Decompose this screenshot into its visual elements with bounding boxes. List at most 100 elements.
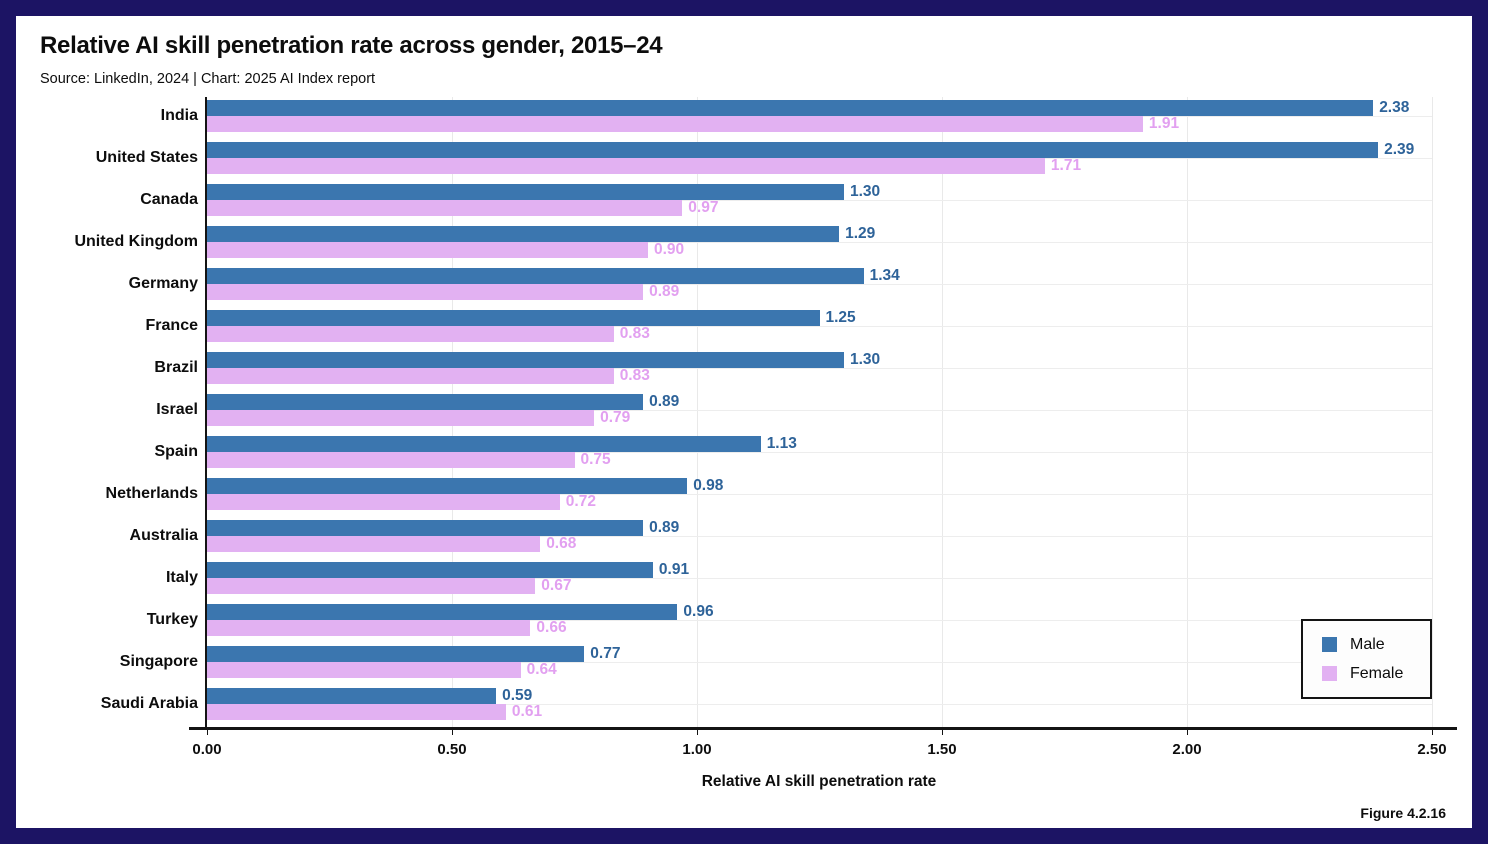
x-tick-mark: [207, 727, 208, 735]
male-bar: 1.25: [207, 309, 856, 326]
female-value-label: 0.97: [688, 199, 719, 216]
y-gridline: [207, 200, 1432, 201]
bar-group-singapore: Singapore 0.77 0.64: [120, 643, 1432, 685]
female-value-label: 0.64: [526, 661, 557, 678]
x-tick-mark: [942, 727, 943, 735]
legend-entry-female: Female: [1322, 665, 1430, 683]
male-value-label: 1.29: [845, 225, 876, 242]
bar-group-united-states: United States 2.39 1.71: [96, 139, 1432, 181]
category-label: Canada: [140, 191, 198, 208]
legend-entry-male: Male: [1322, 636, 1430, 654]
female-bar: 0.68: [207, 535, 576, 552]
male-value-label: 0.96: [683, 603, 714, 620]
y-gridline: [207, 242, 1432, 243]
figure-number: Figure 4.2.16: [1360, 805, 1446, 821]
category-label: Italy: [165, 569, 198, 586]
x-gridline: [1432, 97, 1433, 727]
female-value-label: 0.89: [649, 283, 680, 300]
female-bar: 1.91: [207, 115, 1179, 132]
x-tick-mark: [452, 727, 453, 735]
x-tick-label: 0.00: [192, 741, 222, 758]
female-bar: 1.71: [207, 157, 1081, 174]
x-tick-label: 2.50: [1417, 741, 1447, 758]
bar-group-brazil: Brazil 1.30 0.83: [154, 349, 1432, 391]
y-gridline: [207, 368, 1432, 369]
bar-group-turkey: Turkey 0.96 0.66: [147, 601, 1432, 643]
male-bar: 1.34: [207, 267, 900, 284]
x-axis-line: [189, 727, 1457, 730]
male-value-label: 0.59: [502, 687, 533, 704]
female-bar: 0.64: [207, 661, 557, 678]
male-value-label: 0.98: [693, 477, 724, 494]
male-bar: 0.96: [207, 603, 714, 620]
category-label: Australia: [129, 527, 198, 544]
male-bar: 0.77: [207, 645, 620, 662]
bar-group-saudi-arabia: Saudi Arabia 0.59 0.61: [101, 685, 1432, 727]
y-gridline: [207, 662, 1432, 663]
bar-group-italy: Italy 0.91 0.67: [166, 559, 1432, 601]
female-bar: 0.79: [207, 409, 630, 426]
x-gridline: [942, 97, 943, 727]
female-value-label: 0.90: [654, 241, 685, 258]
male-value-label: 0.89: [649, 393, 680, 410]
bar-group-germany: Germany 1.34 0.89: [129, 265, 1432, 307]
bar-group-france: France 1.25 0.83: [146, 307, 1432, 349]
chart-source: Source: LinkedIn, 2024 | Chart: 2025 AI …: [40, 71, 376, 87]
y-gridline: [207, 284, 1432, 285]
x-gridline: [697, 97, 698, 727]
female-bar: 0.97: [207, 199, 718, 216]
male-value-label: 0.91: [658, 561, 690, 578]
female-bar: 0.61: [207, 703, 542, 720]
y-gridline: [207, 578, 1432, 579]
female-value-label: 0.61: [511, 703, 543, 720]
female-value-label: 0.79: [600, 409, 631, 426]
category-label: India: [160, 107, 198, 124]
category-label: Turkey: [146, 611, 198, 628]
male-bar: 0.89: [207, 519, 679, 536]
category-label: France: [145, 317, 198, 334]
male-bar: 0.98: [207, 477, 723, 494]
male-bar: 1.30: [207, 183, 880, 200]
x-tick-label: 2.00: [1172, 741, 1202, 758]
male-value-label: 0.89: [649, 519, 680, 536]
x-tick-label: 1.50: [927, 741, 957, 758]
legend-label: Male: [1350, 635, 1385, 653]
female-bar: 0.90: [207, 241, 684, 258]
male-value-label: 1.30: [850, 351, 881, 368]
bar-group-india: India 2.38 1.91: [161, 97, 1432, 139]
category-label: Saudi Arabia: [100, 695, 198, 712]
male-bar: 2.39: [207, 141, 1414, 158]
male-value-label: 2.38: [1379, 99, 1410, 116]
male-value-label: 1.25: [825, 309, 856, 326]
male-value-label: 1.34: [869, 267, 900, 284]
male-swatch: [1322, 637, 1337, 652]
x-tick-mark: [697, 727, 698, 735]
y-gridline: [207, 326, 1432, 327]
chart-title: Relative AI skill penetration rate acros…: [40, 32, 663, 59]
female-bar: 0.75: [207, 451, 611, 468]
y-gridline: [207, 452, 1432, 453]
x-tick-mark: [1432, 727, 1433, 735]
male-value-label: 0.77: [590, 645, 621, 662]
x-gridline: [1187, 97, 1188, 727]
y-gridline: [207, 704, 1432, 705]
male-bar: 0.89: [207, 393, 679, 410]
female-value-label: 1.71: [1050, 157, 1082, 174]
category-label: Israel: [156, 401, 198, 418]
x-axis-title: Relative AI skill penetration rate: [701, 773, 937, 790]
female-swatch: [1322, 666, 1337, 681]
plot-area: Relative AI skill penetration rate 0.00 0…: [74, 97, 1457, 790]
male-bar: 1.13: [207, 435, 797, 452]
female-bar: 0.83: [207, 325, 650, 342]
x-tick-label: 1.00: [682, 741, 712, 758]
bar-group-canada: Canada 1.30 0.97: [140, 181, 1432, 223]
bar-group-united-kingdom: United Kingdom 1.29 0.90: [74, 223, 1432, 265]
male-value-label: 1.13: [766, 435, 797, 452]
female-value-label: 0.83: [619, 367, 650, 384]
category-label: Spain: [154, 443, 198, 460]
bar-group-netherlands: Netherlands 0.98 0.72: [106, 475, 1432, 517]
male-value-label: 1.30: [850, 183, 881, 200]
female-value-label: 0.67: [541, 577, 572, 594]
female-value-label: 0.72: [565, 493, 596, 510]
female-value-label: 0.68: [546, 535, 577, 552]
